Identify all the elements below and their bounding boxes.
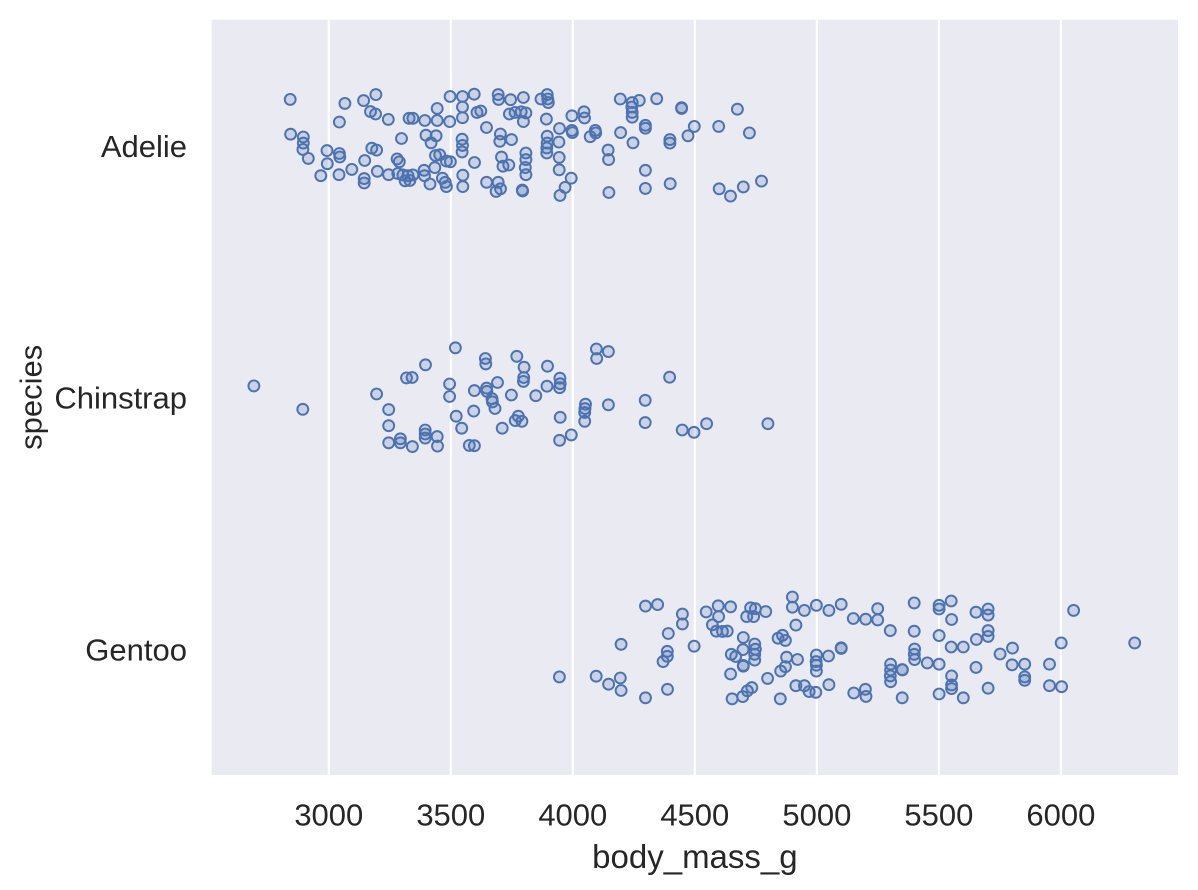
svg-text:5000: 5000 xyxy=(782,798,851,833)
svg-text:4000: 4000 xyxy=(538,798,607,833)
svg-text:body_mass_g: body_mass_g xyxy=(592,838,797,875)
svg-text:Chinstrap: Chinstrap xyxy=(54,381,187,416)
svg-text:Adelie: Adelie xyxy=(101,129,187,164)
svg-text:3000: 3000 xyxy=(294,798,363,833)
svg-text:5500: 5500 xyxy=(904,798,973,833)
svg-text:Gentoo: Gentoo xyxy=(85,632,187,667)
svg-text:species: species xyxy=(14,345,49,450)
svg-text:6000: 6000 xyxy=(1026,798,1095,833)
svg-text:4500: 4500 xyxy=(660,798,729,833)
svg-text:3500: 3500 xyxy=(416,798,485,833)
